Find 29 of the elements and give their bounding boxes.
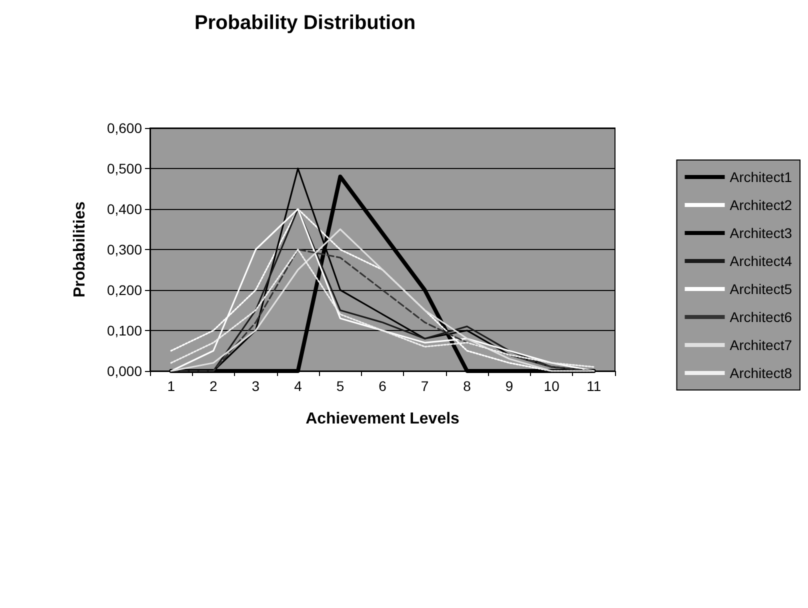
y-tick-label: 0,600	[106, 120, 142, 136]
legend-label: Architect5	[730, 281, 792, 297]
x-tick-label: 7	[420, 378, 429, 394]
y-tick-label: 0,300	[106, 242, 142, 258]
y-tick-label: 0,400	[106, 201, 142, 217]
y-tick-label: 0,500	[106, 160, 142, 176]
x-tick-label: 4	[294, 378, 302, 394]
x-tick-label: 10	[544, 378, 560, 394]
legend-label: Architect6	[730, 309, 792, 325]
legend-label: Architect7	[730, 337, 792, 353]
legend-label: Architect1	[730, 169, 792, 185]
legend-label: Architect3	[730, 225, 792, 241]
y-tick-label: 0,200	[106, 282, 142, 298]
x-tick-label: 3	[252, 378, 260, 394]
y-tick-label: 0,000	[106, 363, 142, 379]
x-tick-label: 5	[336, 378, 344, 394]
legend-label: Architect4	[730, 253, 792, 269]
legend-label: Architect8	[730, 365, 792, 381]
x-tick-label: 2	[210, 378, 218, 394]
y-tick-label: 0,100	[106, 322, 142, 338]
y-axis-title: Probabilities	[72, 201, 88, 298]
chart-title: Probability Distribution	[194, 12, 416, 34]
x-tick-label: 6	[378, 378, 387, 394]
x-tick-label: 11	[586, 378, 602, 394]
legend-label: Architect2	[730, 197, 792, 213]
x-tick-label: 8	[463, 378, 472, 394]
x-tick-label: 9	[505, 378, 514, 394]
x-tick-label: 1	[167, 378, 176, 394]
x-axis-title: Achievement Levels	[306, 410, 460, 428]
